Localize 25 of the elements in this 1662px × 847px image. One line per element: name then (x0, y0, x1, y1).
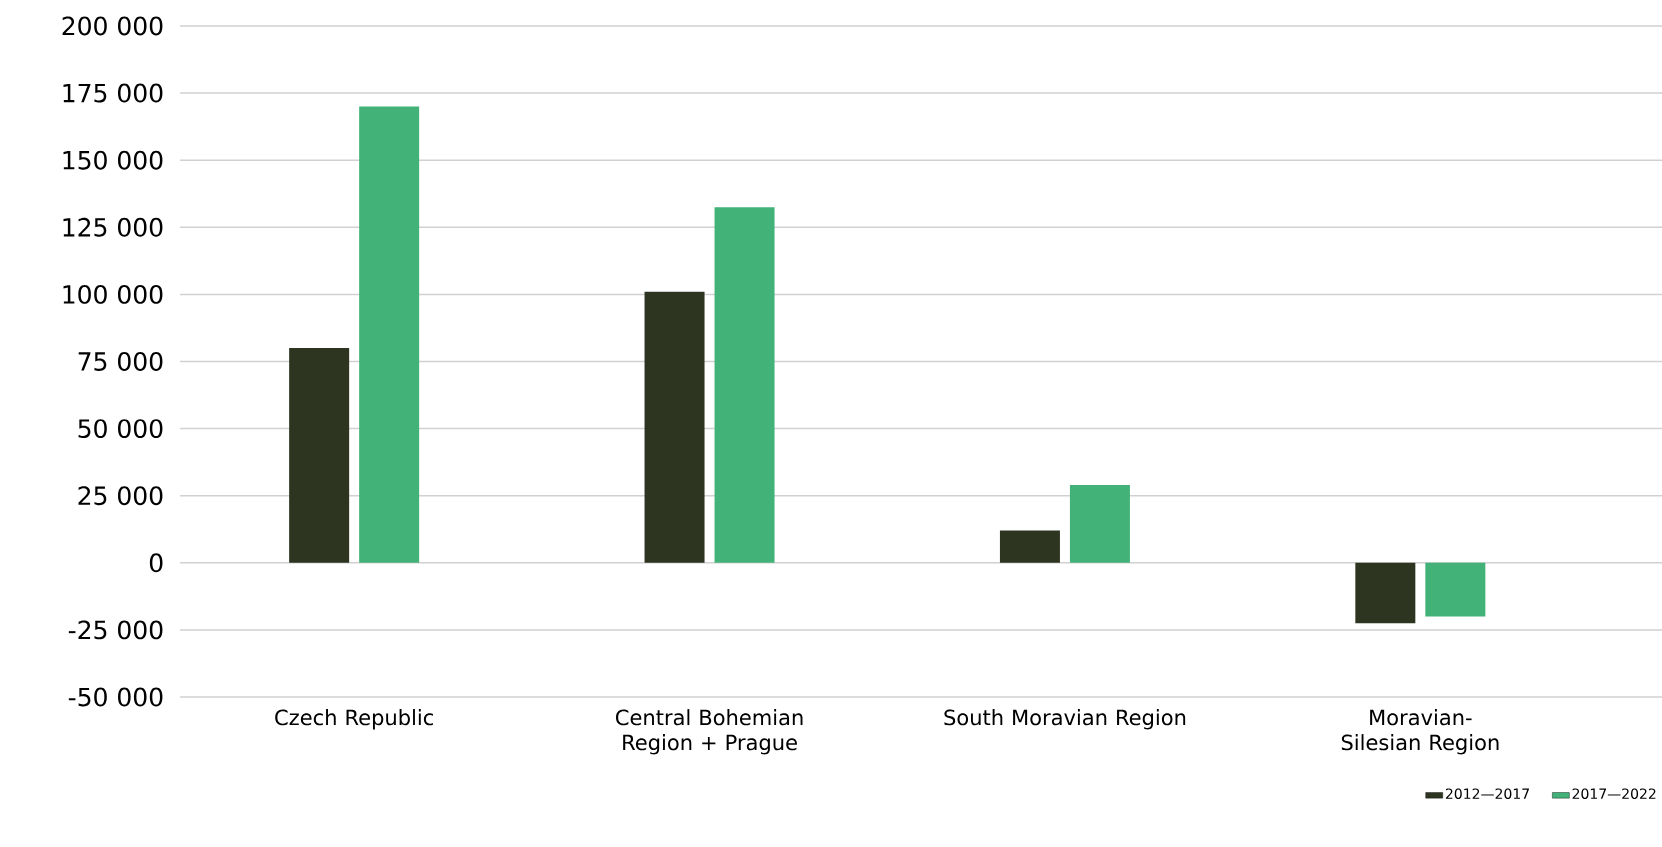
y-tick-label: 25 000 (78, 486, 163, 506)
y-tick-label: -50 000 (68, 687, 163, 707)
y-tick-label: -25 000 (68, 620, 163, 640)
bar (999, 530, 1060, 563)
bar (1425, 562, 1486, 617)
y-tick-label: 125 000 (63, 217, 163, 237)
y-tick-label: 0 (149, 553, 163, 573)
x-tick-label: Central Bohemian Region + Prague (616, 709, 803, 755)
x-tick-label: Moravian-Silesian Region (1341, 709, 1499, 755)
bar (644, 291, 705, 563)
x-tick-label: South Moravian Region (944, 709, 1186, 730)
bar (289, 348, 350, 563)
x-tick-label: Czech Republic (275, 709, 433, 730)
legend-label: 2012—2017 (1445, 788, 1529, 800)
bar (359, 106, 420, 563)
y-tick-label: 100 000 (63, 284, 163, 304)
y-tick-label: 175 000 (63, 83, 163, 103)
y-tick-label: 200 000 (62, 16, 163, 36)
bar (714, 207, 775, 563)
bar (1069, 484, 1130, 563)
y-tick-label: 50 000 (78, 419, 163, 439)
bar (1355, 562, 1416, 624)
y-tick-label: 150 000 (63, 150, 163, 170)
y-tick-label: 75 000 (78, 352, 163, 371)
legend-label: 2017—2022 (1572, 788, 1656, 800)
